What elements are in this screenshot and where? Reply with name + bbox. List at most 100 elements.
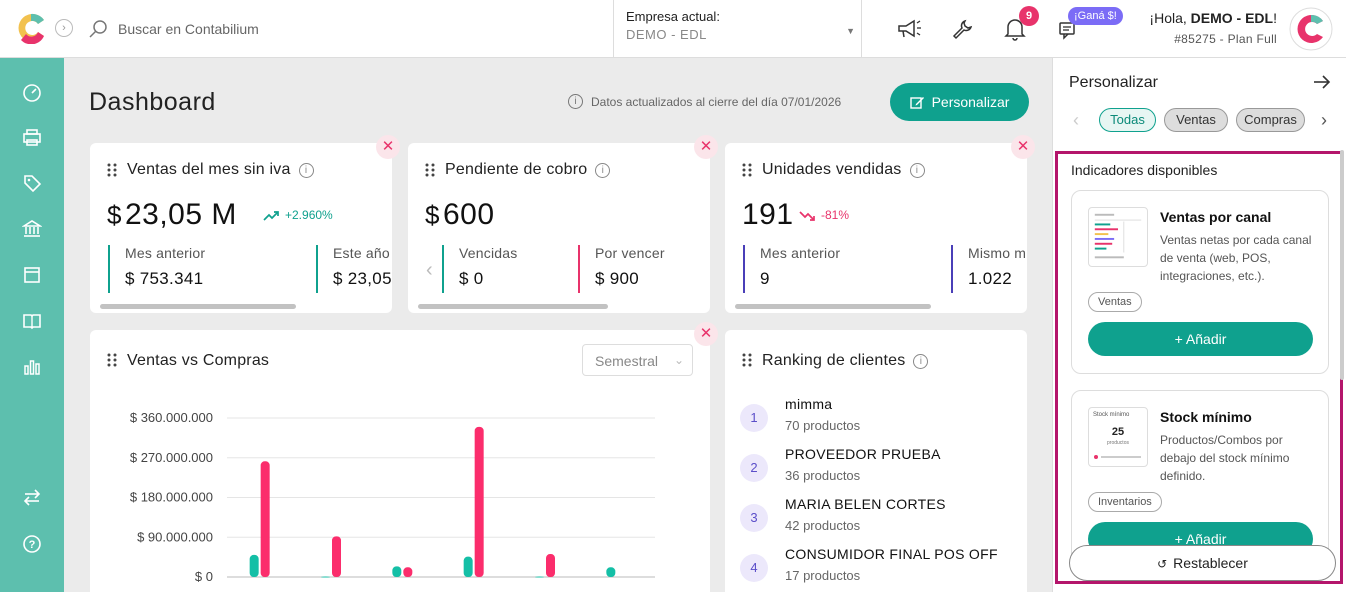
info-icon[interactable]: i (298, 163, 314, 178)
company-selector[interactable]: Empresa actual: DEMO - EDL ▼ (613, 0, 862, 58)
y-tick-label: $ 90.000.000 (137, 529, 213, 544)
card-ranking-clientes: Ranking de clientes i 1 mimma 70 producto… (725, 330, 1027, 592)
card-value: $23,05 M (107, 198, 237, 231)
greeting: ¡Hola, DEMO - EDL! (1149, 10, 1277, 26)
ventas-compras-chart: $ 360.000.000 $ 270.000.000 $ 180.000.000 $… (130, 410, 655, 584)
add-indicator-button[interactable]: + Añadir (1088, 322, 1313, 356)
chart-bar (474, 426, 484, 577)
personalize-button[interactable]: Personalizar (890, 83, 1029, 121)
chevron-left-icon[interactable]: ‹ (426, 259, 433, 281)
notification-count-badge: 9 (1019, 6, 1039, 26)
chevron-right-icon[interactable]: › (1321, 110, 1327, 130)
sidebar: ? (0, 58, 64, 592)
megaphone-icon[interactable] (896, 16, 922, 42)
available-indicators-title: Indicadores disponibles (1071, 162, 1218, 178)
reset-button-label: Restablecer (1173, 555, 1248, 571)
reset-button[interactable]: ↺ Restablecer (1069, 545, 1336, 581)
remove-card-button[interactable]: ✕ (376, 135, 400, 159)
collapse-sidebar-button[interactable]: › (55, 19, 73, 37)
arrow-right-icon[interactable] (1312, 72, 1332, 92)
card-ventas-mes: Ventas del mes sin iva i $23,05 M +2.960%… (90, 143, 392, 313)
contabilium-logo[interactable] (14, 12, 48, 44)
thumb-unit: productos (1107, 440, 1129, 446)
info-icon[interactable]: i (913, 354, 929, 369)
client-name: mimma (785, 396, 833, 412)
chip-todas[interactable]: Todas (1099, 108, 1156, 132)
trend-indicator: +2.960% (263, 208, 333, 222)
chat-icon[interactable] (1056, 16, 1082, 42)
personalize-button-label: Personalizar (931, 94, 1010, 110)
indicator-title: Stock mínimo (1160, 409, 1252, 425)
chip-ventas[interactable]: Ventas (1164, 108, 1228, 132)
box-icon[interactable] (20, 263, 44, 287)
indicator-description: Productos/Combos por debajo del stock mí… (1160, 433, 1290, 483)
indicator-description: Ventas netas por cada canal de venta (we… (1160, 233, 1312, 283)
drag-handle-icon[interactable] (425, 163, 435, 177)
category-chips: Todas Ventas Compras (1099, 108, 1305, 132)
dashboard-icon[interactable] (20, 80, 44, 104)
indicator-thumbnail (1088, 207, 1148, 267)
remove-card-button[interactable]: ✕ (694, 322, 718, 346)
indicator-thumbnail: Stock mínimo 25 productos (1088, 407, 1148, 467)
info-icon[interactable]: i (595, 163, 611, 178)
status-dot (1094, 455, 1098, 459)
bank-icon[interactable] (20, 217, 44, 241)
page-title: Dashboard (89, 88, 216, 116)
chart-bar (332, 536, 341, 577)
wrench-icon[interactable] (949, 16, 975, 42)
tag-icon[interactable] (20, 171, 44, 195)
company-value: DEMO - EDL (626, 27, 707, 42)
chart-bar (260, 461, 270, 577)
remove-card-button[interactable]: ✕ (694, 135, 718, 159)
client-products: 17 productos (785, 568, 861, 583)
sub-metric-previous-month: Mes anterior 9 (743, 245, 840, 293)
top-bar: › Empresa actual: DEMO - EDL ▼ 9 ¡Ganá $… (0, 0, 1346, 58)
sub-metric-this-year: Este año $ 23,05 (316, 245, 392, 293)
greeting-name: DEMO - EDL (1190, 10, 1274, 26)
client-products: 70 productos (785, 418, 861, 433)
client-products: 42 productos (785, 518, 861, 533)
remove-card-button[interactable]: ✕ (1011, 135, 1035, 159)
card-value: $600 (425, 198, 495, 231)
book-icon[interactable] (20, 309, 44, 333)
drag-handle-icon[interactable] (742, 163, 752, 177)
data-updated-text: Datos actualizados al cierre del día 07/… (591, 94, 842, 109)
search-input[interactable] (118, 21, 558, 37)
search-bar[interactable] (88, 16, 588, 42)
reset-icon: ↺ (1157, 557, 1168, 571)
chart-icon[interactable] (20, 355, 44, 379)
drag-handle-icon[interactable] (107, 353, 117, 367)
card-title: Unidades vendidas i (762, 161, 925, 179)
trend-up-icon (263, 210, 279, 221)
thumb-title: Stock mínimo (1093, 412, 1130, 418)
horizontal-scrollbar[interactable] (418, 304, 608, 309)
plan-info: #85275 - Plan Full (1174, 32, 1277, 46)
bell-icon[interactable] (1002, 16, 1028, 42)
help-icon[interactable]: ? (20, 532, 44, 556)
drag-handle-icon[interactable] (742, 353, 752, 367)
card-title: Ventas del mes sin iva i (127, 161, 314, 179)
drag-handle-icon[interactable] (107, 163, 117, 177)
vertical-scrollbar[interactable] (1340, 150, 1344, 380)
rank-number: 3 (740, 504, 768, 532)
card-value: 191 (742, 198, 794, 231)
promo-badge[interactable]: ¡Ganá $! (1068, 7, 1123, 25)
chart-bar (321, 576, 330, 578)
horizontal-scrollbar[interactable] (100, 304, 296, 309)
info-icon[interactable]: i (909, 163, 925, 178)
horizontal-scrollbar[interactable] (735, 304, 931, 309)
greeting-prefix: ¡Hola, (1149, 10, 1191, 26)
y-tick-label: $ 0 (195, 569, 213, 584)
chevron-left-icon[interactable]: ‹ (1073, 110, 1079, 130)
transfer-icon[interactable] (20, 485, 44, 509)
user-avatar[interactable] (1289, 7, 1333, 51)
y-tick-label: $ 270.000.000 (130, 450, 213, 465)
sub-metric-overdue: Vencidas $ 0 (442, 245, 517, 293)
indicator-category-tag: Ventas (1088, 292, 1142, 312)
client-products: 36 productos (785, 468, 861, 483)
printer-icon[interactable] (20, 125, 44, 149)
company-label: Empresa actual: (626, 9, 720, 24)
period-select[interactable]: Semestral ⌄ (582, 344, 693, 376)
trend-down-icon (799, 210, 815, 221)
chip-compras[interactable]: Compras (1236, 108, 1305, 132)
